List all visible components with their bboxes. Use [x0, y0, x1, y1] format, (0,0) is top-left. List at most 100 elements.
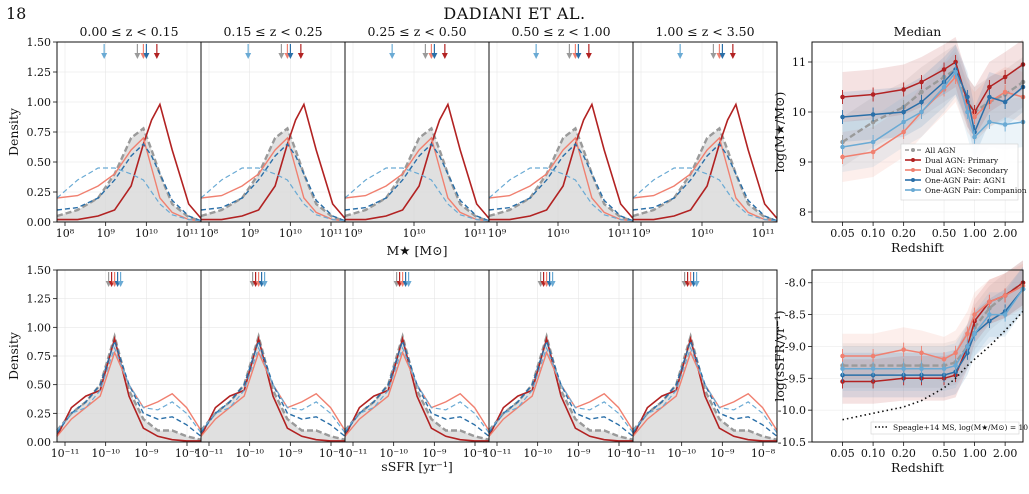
x-tick-label: 10⁻⁸ [319, 447, 344, 460]
median-arrowhead-agn1 [575, 53, 582, 59]
legend-label: One-AGN Pair: Companion [925, 186, 1027, 195]
median-arrowhead-companion [693, 281, 700, 287]
median-point-companion [870, 366, 876, 372]
median-point-all [919, 89, 924, 95]
median-point-secondary [965, 331, 970, 337]
median-point-companion [965, 344, 970, 349]
y-tick-label: 0.00 [27, 436, 52, 449]
x-tick-label: 2.00 [993, 447, 1018, 460]
density-curve-all [488, 332, 634, 441]
median-point-agn1 [1002, 99, 1008, 105]
median-point-secondary [972, 114, 977, 120]
median-point-companion [972, 331, 977, 337]
median-point-companion [941, 366, 947, 372]
y-tick-label: 9 [799, 156, 806, 169]
x-tick-label: 10⁻⁹ [710, 447, 735, 460]
density-curve-companion [56, 167, 202, 222]
median-y-label: log(sSFR/yr⁻¹) [772, 310, 787, 401]
x-tick-label: 10⁻¹⁰ [667, 447, 696, 460]
density-curve-primary [632, 335, 777, 442]
x-tick-label: 0.05 [830, 227, 855, 240]
median-point-companion [1002, 312, 1008, 317]
median-point-agn1 [919, 99, 924, 105]
median-arrowhead-primary [297, 53, 304, 59]
median-band-all [842, 44, 1023, 167]
x-tick-label: 10⁻¹¹ [51, 447, 80, 460]
y-tick-label: 0.00 [27, 216, 52, 229]
density-curve-all [488, 126, 634, 222]
panel-title: 1.00 ≤ z < 3.50 [655, 24, 754, 39]
x-tick-label: 10¹⁰ [135, 227, 158, 240]
x-tick-label: 10⁹ [240, 227, 259, 240]
legend-marker [911, 148, 915, 152]
median-arrowhead-all [710, 53, 717, 59]
y-tick-label: -8.5 [785, 309, 806, 322]
x-tick-label: 10⁻⁸ [463, 447, 488, 460]
legend-marker [911, 188, 915, 192]
median-point-secondary [901, 347, 906, 352]
density-fill-all-agn [345, 128, 489, 222]
median-x-label: Redshift [891, 460, 944, 475]
median-arrowhead-companion [101, 53, 108, 59]
density-curve-secondary [200, 136, 346, 222]
density-curve-agn1 [344, 142, 490, 222]
median-arrowhead-all [134, 53, 141, 59]
x-tick-label: 10⁻¹¹ [627, 447, 656, 460]
median-arrowhead-companion [677, 53, 684, 59]
x-tick-label: 0.05 [830, 447, 855, 460]
y-tick-label: 0.75 [27, 350, 52, 363]
median-band-companion [842, 47, 1023, 172]
median-point-companion [840, 144, 845, 150]
median-point-companion [987, 312, 992, 317]
median-arrowhead-companion [533, 53, 540, 59]
x-tick-label: 0.20 [891, 227, 916, 240]
legend-box [870, 421, 1020, 435]
median-arrowhead-companion [549, 281, 556, 287]
median-point-companion [919, 366, 924, 372]
density-curve-all [344, 126, 490, 222]
panel-frame [811, 41, 1024, 223]
page-header: 18 DADIANI ET AL. [0, 0, 1029, 30]
y-tick-label: 8 [799, 206, 806, 219]
density-curve-secondary [488, 136, 634, 222]
legend-marker [911, 158, 915, 162]
x-tick-label: 10⁻¹¹ [195, 447, 224, 460]
density-curve-companion [488, 167, 634, 222]
median-arrowhead-agn1 [143, 53, 150, 59]
median-point-secondary [1002, 89, 1008, 95]
density-curve-companion [488, 346, 634, 434]
x-tick-label: 10¹⁰ [691, 227, 714, 240]
x-tick-label: 0.20 [891, 447, 916, 460]
median-point-secondary [953, 350, 958, 356]
density-fill-all-agn [489, 336, 633, 442]
median-point-companion [919, 109, 924, 115]
x-tick-label: 10⁻⁹ [134, 447, 159, 460]
density-curve-secondary [56, 136, 202, 222]
median-point-secondary [972, 312, 977, 317]
x-tick-label: 10⁻¹¹ [339, 447, 368, 460]
panel-title: 0.50 ≤ z < 1.00 [511, 24, 610, 39]
running-head: DADIANI ET AL. [443, 4, 586, 23]
median-arrowhead-all [566, 53, 573, 59]
x-tick-label: 10⁻⁸ [175, 447, 200, 460]
density-panel-r1-b2: 10⁻¹¹ 10⁻¹⁰ 10⁻⁹ 10⁻⁸ [339, 269, 490, 460]
x-tick-label: 10¹⁰ [403, 227, 426, 240]
density-panel-r0-b2: 10⁹ 10¹⁰ 10¹¹ [344, 41, 490, 240]
x-tick-label: 0.10 [861, 447, 886, 460]
density-fill-all-agn [633, 128, 777, 222]
density-panel-r1-b1: 10⁻¹¹ 10⁻¹⁰ 10⁻⁹ 10⁻⁸ [195, 269, 346, 460]
x-tick-label: 10⁹ [96, 227, 115, 240]
density-fill-all-agn [57, 336, 201, 442]
median-band-secondary [842, 52, 1023, 182]
legend-label: One-AGN Pair: AGN1 [925, 176, 1006, 185]
legend-label: Dual AGN: Primary [925, 156, 999, 165]
median-point-companion [901, 366, 906, 372]
median-line-all [841, 67, 1024, 144]
x-tick-label: 10⁻⁸ [751, 447, 776, 460]
y-tick-label: 0.25 [27, 186, 52, 199]
median-point-companion [972, 134, 977, 140]
y-tick-label: 1.50 [27, 264, 52, 277]
median-point-companion [840, 366, 845, 372]
